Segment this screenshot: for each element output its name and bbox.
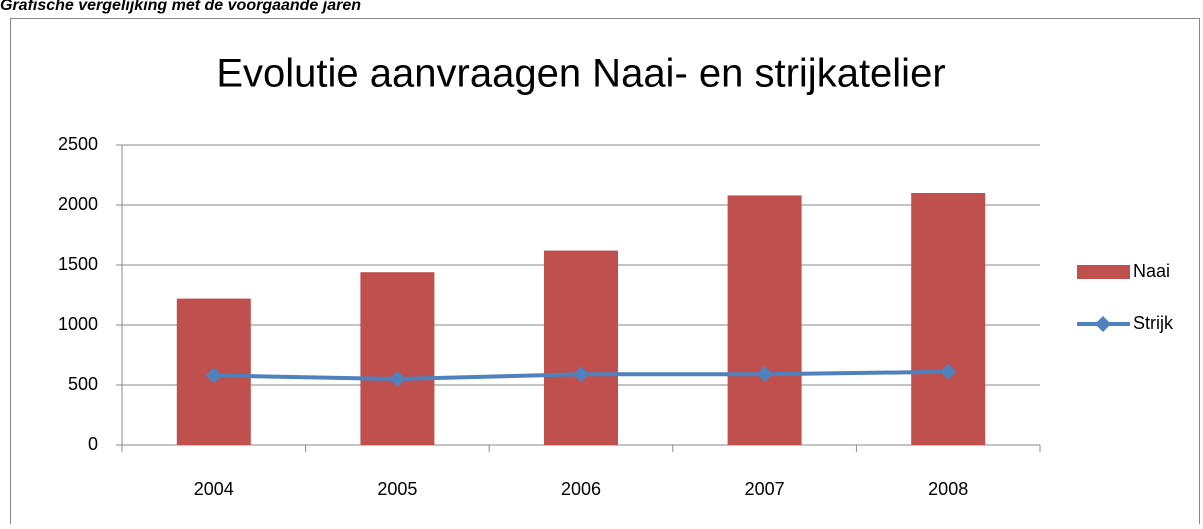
point — [756, 366, 773, 383]
y-tick-label: 1500 — [58, 254, 98, 274]
point — [940, 363, 957, 380]
point — [573, 366, 589, 383]
legend-label: Strijk — [1133, 313, 1174, 333]
x-tick-label: 2008 — [928, 479, 968, 499]
y-tick-label: 2500 — [58, 134, 98, 154]
point — [389, 371, 406, 387]
legend-label: Naai — [1133, 261, 1170, 281]
x-tick-label: 2006 — [561, 479, 601, 499]
point — [205, 367, 222, 384]
y-tick-label: 2000 — [58, 194, 98, 214]
chart-title: Evolutie aanvraagen Naai- en strijkateli… — [216, 52, 945, 96]
y-tick-label: 500 — [68, 374, 98, 394]
heading: Grafische vergelijking met de voorgaande… — [0, 0, 361, 14]
legend-swatch — [1077, 265, 1130, 279]
x-tick-label: 2004 — [194, 479, 234, 499]
x-tick-label: 2005 — [377, 479, 417, 499]
bar — [360, 272, 435, 445]
bar — [727, 195, 802, 445]
y-tick-label: 0 — [88, 434, 98, 454]
legend-swatch — [1095, 316, 1111, 332]
bar — [911, 193, 986, 445]
bar — [544, 250, 618, 445]
x-tick-label: 2007 — [745, 479, 785, 499]
y-tick-label: 1000 — [58, 314, 98, 334]
